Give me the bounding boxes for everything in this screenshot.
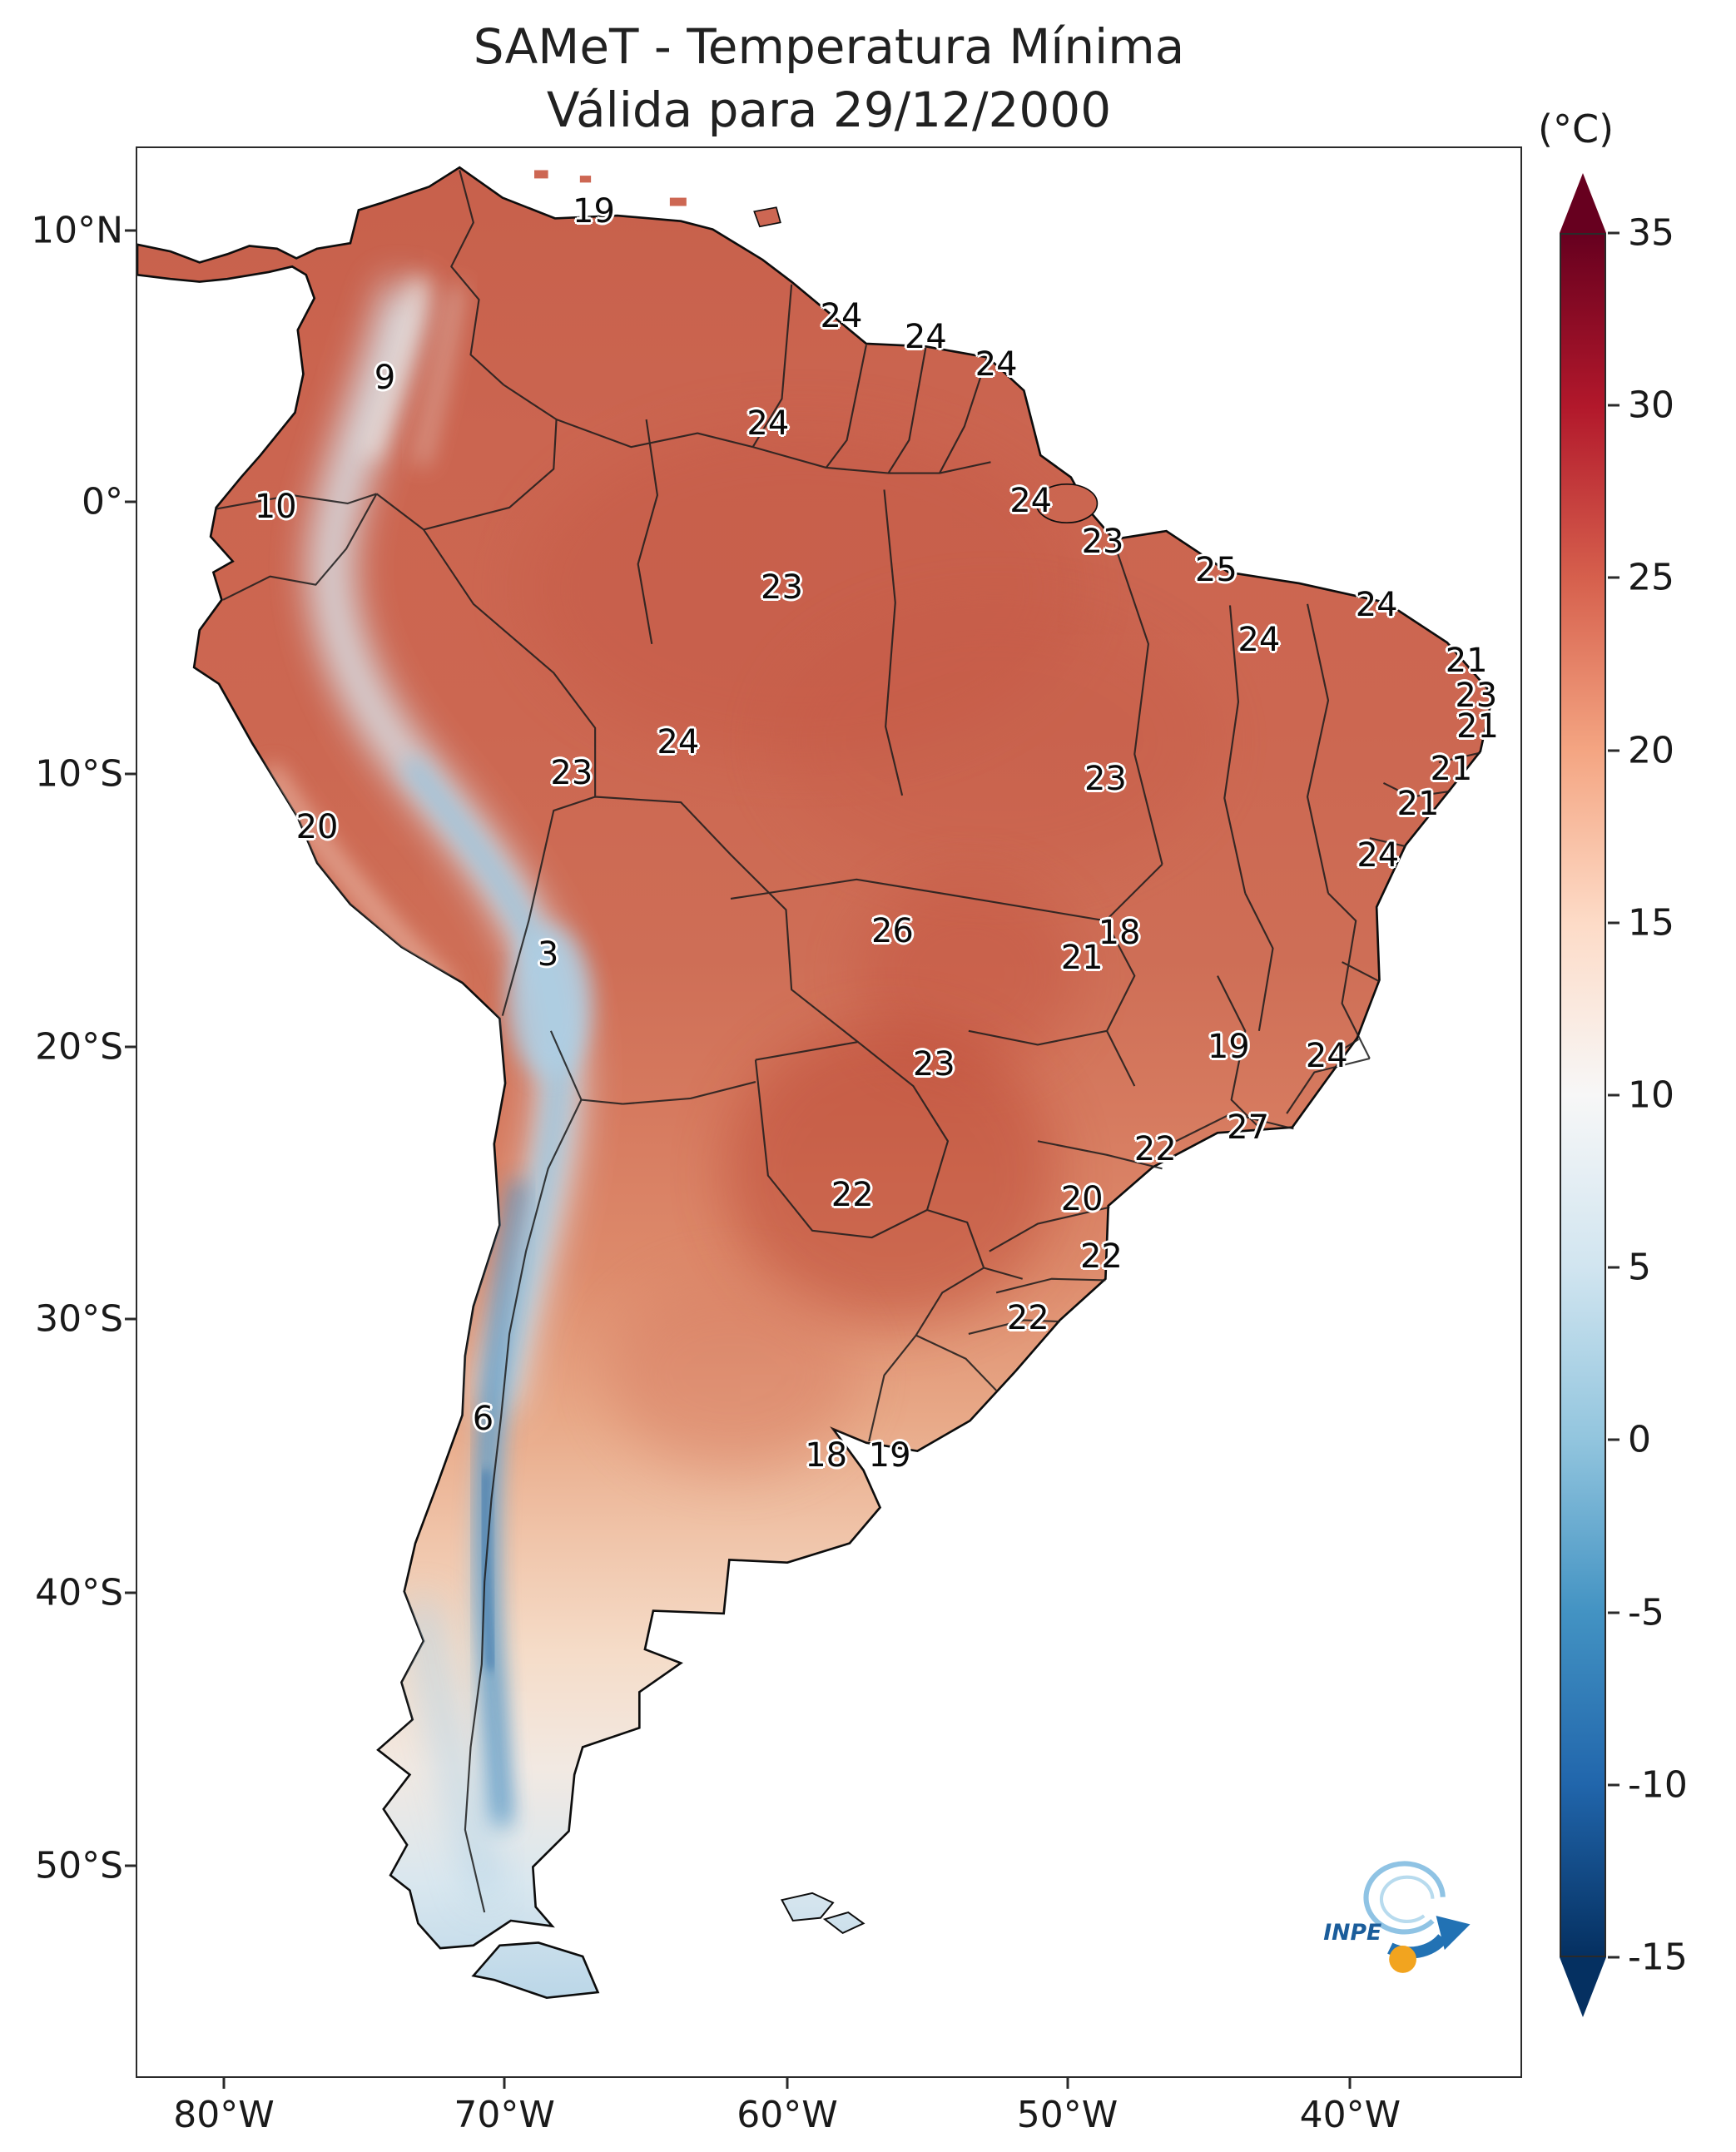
y-axis-tick-label: 50°S [35,1844,123,1887]
tierra-del-fuego [471,1941,600,2000]
y-axis-tick [125,1591,136,1594]
colorbar-tick-label: 20 [1628,729,1674,772]
colorbar-tick-label: 15 [1628,901,1674,945]
falkland-islands-west [780,1892,835,1922]
temperature-shading [261,277,1217,1902]
caribbean-island [579,176,592,183]
colorbar-tick-label: 10 [1628,1074,1674,1117]
y-axis-tick [125,772,136,776]
colorbar-unit-label: (°C) [1538,107,1614,151]
x-axis-tick [1066,2078,1069,2089]
map-plot-area: 19 24 24 24 24 9 10 24 23 25 24 24 21 23 21 21 21 24 23 24 2… [136,146,1522,2078]
title-line-1: SAMeT - Temperatura Mínima [473,18,1185,75]
y-axis-tick [125,1864,136,1867]
altiplano-cold-patch [508,926,592,1078]
y-axis-tick-label: 30°S [35,1297,123,1341]
y-axis-tick-label: 40°S [35,1571,123,1614]
colorbar-gradient [1560,233,1606,1957]
x-axis-tick [503,2078,506,2089]
y-axis-tick [125,229,136,232]
colorbar-arrow-top [1560,173,1606,233]
colorbar-tick-label: -15 [1628,1936,1688,1979]
colorbar-tick-label: 35 [1628,211,1674,255]
inpe-logo: INPE [1315,1846,1486,2008]
colorbar-tick-label: 30 [1628,384,1674,427]
y-axis-tick-label: 10°S [35,752,123,796]
colorbar-tick [1608,749,1619,752]
inpe-logo-graphic: INPE [1323,1861,1471,1973]
colorbar-tick [1608,404,1619,407]
x-axis-tick [222,2078,226,2089]
colorbar-tick [1608,1783,1619,1787]
colorbar-arrow-bottom [1560,1957,1606,2017]
inpe-swirl-inner-icon [1379,1875,1435,1924]
title-line-2: Válida para 29/12/2000 [546,82,1112,138]
figure-title: SAMeT - Temperatura Mínima Válida para 2… [136,15,1522,141]
x-axis-tick-label: 60°W [737,2094,838,2136]
inpe-orange-dot-icon [1389,1946,1416,1973]
colorbar-tick [1608,1611,1619,1614]
trinidad-island [753,206,781,228]
x-axis-tick-label: 40°W [1299,2094,1401,2136]
falkland-islands-east [822,1911,866,1935]
caribbean-island [669,197,687,206]
colorbar-tick [1608,1956,1619,1959]
colorbar-tick [1608,576,1619,579]
colorbar-tick [1608,1438,1619,1441]
x-axis-tick-label: 50°W [1016,2094,1118,2136]
colorbar-tick-label: -10 [1628,1763,1688,1807]
colorbar-tick [1608,1093,1619,1097]
inpe-swirl-icon [1363,1861,1446,1935]
x-axis-tick-label: 70°W [454,2094,555,2136]
colorbar-tick-label: 5 [1628,1246,1651,1289]
colorbar-tick-label: -5 [1628,1591,1664,1634]
x-axis-tick-label: 80°W [173,2094,275,2136]
y-axis-tick-label: 10°N [31,209,123,252]
y-axis-tick-label: 0° [82,480,123,523]
y-axis-tick [125,1045,136,1049]
y-axis-tick [125,500,136,503]
y-axis-tick-label: 20°S [35,1025,123,1069]
inpe-logo-text: INPE [1323,1920,1381,1946]
y-axis-tick [125,1317,136,1321]
x-axis-tick [786,2078,789,2089]
colorbar-tick-label: 25 [1628,556,1674,599]
political-borders [216,170,1481,1997]
colorbar-tick-label: 0 [1628,1418,1651,1461]
caribbean-island [533,170,548,179]
south-america-temperature-map [137,166,1495,2000]
x-axis-tick [1348,2078,1352,2089]
colorbar-tick [1608,231,1619,235]
marajo-island [1035,483,1099,523]
colorbar-tick [1608,921,1619,925]
colorbar-tick [1608,1266,1619,1269]
inpe-arrowhead-icon [1436,1916,1471,1951]
